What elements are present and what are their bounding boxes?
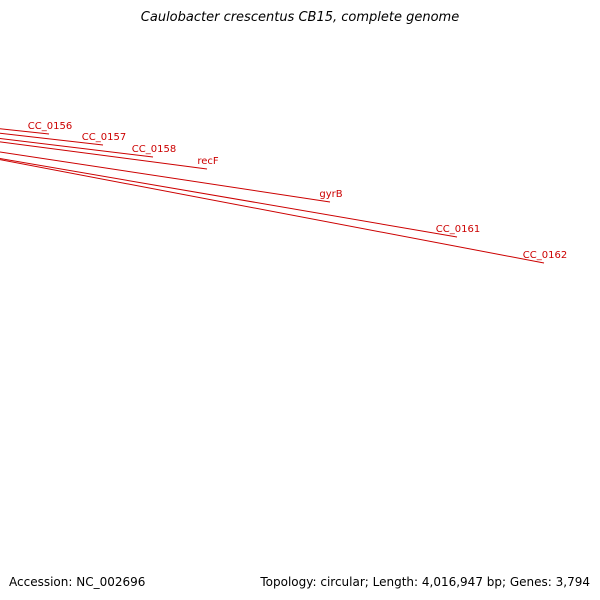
gene-label-CC_0161: CC_0161 [436, 224, 480, 235]
callout-line-CC_0162 [0, 159, 545, 264]
callout-line-gyrB [0, 151, 331, 203]
gene-label-CC_0158: CC_0158 [132, 144, 176, 155]
gene-label-CC_0162: CC_0162 [523, 250, 567, 261]
gene-label-CC_0157: CC_0157 [82, 132, 126, 143]
gene-label-CC_0156: CC_0156 [28, 121, 72, 132]
map-title: Caulobacter crescentus CB15, complete ge… [140, 10, 460, 25]
gene-label-recF: recF [197, 156, 219, 167]
gene-labels: CC_0156 CC_0157 CC_0158 recF gyrB CC_0161 CC_0… [0, 121, 567, 264]
gene-label-gyrB: gyrB [319, 189, 342, 200]
genome-summary-text: Topology: circular; Length: 4,016,947 bp… [260, 575, 590, 589]
callout-line-CC_0156 [0, 128, 50, 135]
callout-line-CC_0158 [0, 138, 154, 158]
accession-text: Accession: NC_002696 [9, 575, 146, 589]
callout-line-CC_0161 [0, 158, 458, 238]
